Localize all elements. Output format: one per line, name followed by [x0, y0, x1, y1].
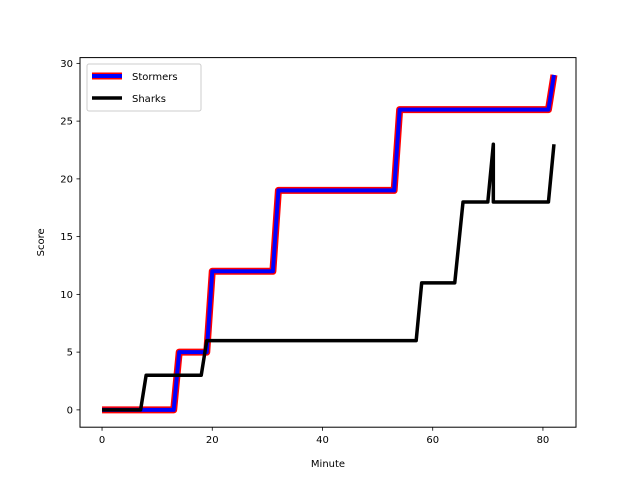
legend-label-sharks: Sharks [132, 94, 166, 105]
x-axis: 0 20 40 60 80 [99, 427, 549, 446]
plot-area [102, 74, 558, 414]
x-tick-label: 80 [537, 435, 550, 446]
x-tick-label: 60 [426, 435, 439, 446]
y-tick-label: 15 [60, 232, 73, 243]
x-axis-label: Minute [311, 459, 345, 470]
y-tick-label: 30 [60, 59, 73, 70]
axes-frame [79, 57, 577, 428]
y-axis: 0 5 10 15 20 25 30 [60, 59, 80, 416]
x-tick-label: 20 [206, 435, 219, 446]
legend: Stormers Sharks [86, 63, 202, 112]
series-line-sharks [102, 142, 556, 412]
y-tick-label: 5 [67, 348, 73, 359]
series-line-stormers [102, 74, 556, 412]
legend-label-stormers: Stormers [132, 72, 178, 83]
y-tick-label: 10 [60, 290, 73, 301]
x-tick-label: 40 [316, 435, 329, 446]
y-axis-label: Score [36, 228, 47, 256]
x-tick-label: 0 [99, 435, 105, 446]
y-tick-label: 20 [60, 174, 73, 185]
y-tick-label: 0 [67, 405, 73, 416]
y-tick-label: 25 [60, 117, 73, 128]
